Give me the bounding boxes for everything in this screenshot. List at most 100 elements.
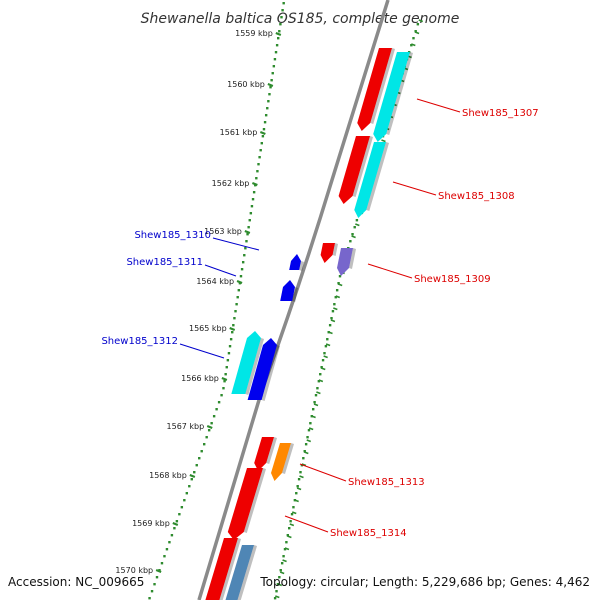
gene-shew185-1310	[289, 254, 304, 271]
leader-line-shew185-1308	[392, 181, 437, 196]
ruler-dot	[297, 478, 301, 481]
ruler-dot	[260, 142, 263, 145]
ruler-dot	[245, 240, 248, 243]
ruler-dot	[273, 58, 277, 61]
ruler-dot	[258, 156, 261, 159]
ruler-dot	[224, 373, 227, 376]
ruler-dot	[278, 30, 281, 33]
ruler-dot	[353, 226, 356, 229]
ruler-dot	[277, 37, 280, 40]
ruler-dot	[338, 275, 342, 278]
major-tick	[267, 82, 274, 88]
label-group: Shew185_1307 Shew185_1308 Shew185_1309 Shew…	[101, 98, 539, 539]
gene-label-shew185-1314: Shew185_1314	[330, 528, 407, 539]
gene-shew185-1312-part2-shade	[261, 345, 280, 401]
ruler-dot	[153, 583, 156, 586]
ruler-minor-tick	[287, 535, 292, 539]
gene-label-shew185-1313: Shew185_1313	[348, 477, 425, 488]
major-tick	[206, 424, 213, 430]
ruler-dot	[244, 247, 247, 250]
leader-line-shew185-1309	[367, 263, 413, 279]
ruler-dot	[250, 205, 254, 208]
ruler-dot	[227, 352, 231, 355]
ruler-dot	[165, 548, 169, 551]
ruler-dot	[207, 429, 211, 432]
ruler-minor-tick	[320, 367, 326, 371]
gene-partial-bottom-2-shade	[237, 545, 257, 600]
ruler-dot	[193, 471, 196, 474]
gene-shew185-1308-part1	[338, 136, 373, 204]
ruler-dot	[323, 352, 326, 355]
ruler-minor-tick	[296, 487, 302, 491]
ruler-minor-tick	[355, 223, 360, 227]
major-tick	[236, 279, 243, 285]
ruler-dot	[236, 296, 239, 299]
gene-label-shew185-1311: Shew185_1311	[126, 257, 203, 268]
ruler-dot	[281, 9, 284, 12]
ruler-dot	[256, 170, 259, 173]
gene-label-shew185-1307: Shew185_1307	[462, 108, 539, 119]
ruler-dot	[264, 114, 268, 117]
ruler-minor-tick	[308, 427, 314, 431]
ruler-dot	[320, 366, 323, 369]
ruler-minor-tick	[311, 415, 316, 419]
ruler-dot	[334, 296, 337, 299]
ruler-dot	[248, 219, 251, 222]
gene-shew185-1313-part1	[254, 437, 277, 471]
ruler-minor-tick	[351, 235, 356, 239]
tick-label: 1564 kbp	[196, 277, 234, 286]
ruler-dot	[299, 471, 302, 474]
ruler-minor-tick	[279, 571, 285, 575]
ruler-dot	[288, 527, 291, 530]
ruler-minor-tick	[291, 511, 297, 515]
tick-group: 1559 kbp 1560 kbp 1561 kbp 1562 kbp 1563 kbp…	[115, 29, 282, 575]
ruler-dot	[283, 548, 287, 551]
ruler-dot	[307, 429, 311, 432]
gene-shew185-1312-part1-shade	[245, 338, 264, 395]
ruler-dot	[222, 387, 225, 390]
ruler-minor-tick	[414, 31, 420, 35]
gene-shew185-1309-part1	[320, 243, 338, 263]
gene-shew185-1311-shade	[292, 287, 298, 302]
ruler-dot	[160, 562, 164, 565]
ruler-minor-tick	[284, 547, 290, 551]
gene-shew185-1312-part1	[231, 331, 264, 395]
ruler-dot	[311, 408, 315, 411]
ruler-dot	[267, 100, 270, 103]
ruler-dot	[235, 303, 238, 306]
ruler-dot	[351, 233, 354, 236]
ruler-dot	[410, 44, 413, 47]
ruler-dot	[309, 422, 312, 425]
accession-text: Accession: NC_009665	[8, 575, 144, 589]
ruler-dot	[303, 450, 306, 453]
ruler-dot	[210, 422, 213, 425]
ruler-dot	[170, 534, 174, 537]
ruler-dot	[333, 303, 336, 306]
ruler-minor-tick	[381, 139, 386, 143]
ruler-dot	[292, 506, 295, 509]
gene-shew185-1313-part2	[271, 443, 294, 481]
ruler-minor-tick	[328, 331, 333, 335]
gene-shew185-1308-part2-body	[354, 142, 386, 218]
gene-partial-bottom-1-body	[205, 538, 238, 600]
major-tick	[244, 229, 251, 235]
ruler-dot	[163, 555, 166, 558]
ruler-dot	[200, 450, 203, 453]
ruler-dot	[326, 338, 329, 341]
gene-partial-bottom-1-shade	[219, 538, 241, 600]
ruler-dot	[175, 520, 179, 523]
tick-label: 1565 kbp	[189, 324, 227, 333]
major-tick	[172, 521, 179, 527]
gene-shew185-1308-part1-shade	[352, 136, 373, 197]
ruler-dot	[255, 177, 258, 180]
ruler-dot	[223, 380, 226, 383]
ruler-dot	[212, 415, 216, 418]
ruler-dot	[178, 513, 181, 516]
tick-label: 1569 kbp	[132, 519, 170, 528]
gene-partial-bottom-1	[205, 538, 241, 600]
gene-shew185-1314-shade	[243, 468, 266, 533]
ruler-dot	[262, 128, 266, 131]
ruler-dot	[252, 191, 256, 194]
ruler-minor-tick	[277, 583, 283, 587]
leader-line-shew185-1312	[179, 343, 225, 359]
